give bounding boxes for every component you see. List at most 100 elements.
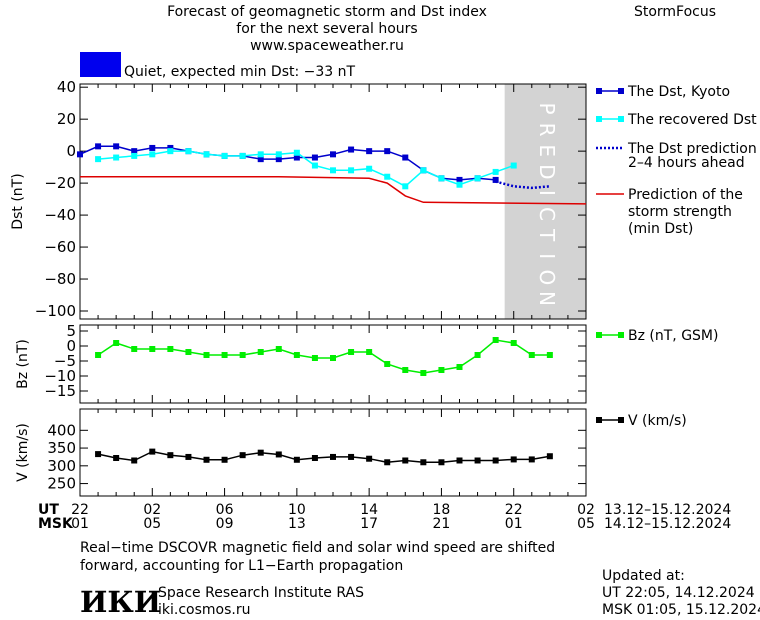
bz-point	[131, 346, 138, 352]
recovered-dst-point	[492, 168, 499, 175]
bz-point	[402, 367, 409, 373]
recovered-dst-point	[420, 167, 427, 174]
footer-note-line-2: forward, accounting for L1−Earth propaga…	[80, 558, 403, 574]
dst-kyoto-point	[384, 148, 391, 155]
recovered-dst-point	[330, 167, 336, 174]
bz-point	[149, 346, 156, 352]
recovered-dst-point	[402, 183, 409, 190]
v-point	[402, 457, 409, 464]
footer-note-line-1: Real−time DSCOVR magnetic field and sola…	[80, 540, 555, 556]
recovered-dst-legend-marker	[596, 116, 602, 122]
legend-strength-line-3: (min Dst)	[628, 221, 693, 237]
v-point	[546, 453, 553, 460]
dst-kyoto-legend-marker	[596, 88, 602, 94]
recovered-dst-point	[221, 152, 228, 159]
updated-ut: UT 22:05, 14.12.2024	[602, 585, 755, 601]
v-point	[510, 456, 517, 463]
dst-kyoto-point	[257, 156, 264, 163]
dst-kyoto-point	[149, 144, 156, 151]
dst-kyoto-point	[402, 154, 409, 161]
v-legend-marker	[618, 417, 624, 423]
y-tick-label: −20	[44, 174, 76, 192]
bz-point	[456, 364, 463, 370]
recovered-dst-point	[239, 152, 246, 159]
bz-point	[348, 349, 355, 355]
institute-site[interactable]: iki.cosmos.ru	[158, 602, 250, 618]
prediction-letter: O	[535, 269, 559, 285]
panel-frame	[79, 324, 587, 404]
y-tick-label: −80	[44, 270, 76, 288]
bz-point	[420, 370, 427, 376]
prediction-band	[504, 84, 586, 319]
recovered-dst-point	[149, 151, 156, 158]
v-point	[221, 456, 228, 463]
bz-legend-marker	[618, 332, 624, 338]
ut-tick-label: 10	[288, 502, 306, 518]
y-tick-label: 350	[47, 439, 76, 457]
recovered-dst-point	[131, 152, 138, 159]
v-point	[95, 451, 102, 458]
v-point	[348, 453, 355, 460]
updated-msk: MSK 01:05, 15.12.2024	[602, 602, 760, 618]
dst-axis-label: Dst (nT)	[10, 173, 26, 229]
dst-kyoto-point	[311, 154, 318, 161]
legend-recovered-label: The recovered Dst	[627, 112, 757, 128]
recovered-dst-point	[456, 181, 463, 188]
iki-logo: ИКИ	[80, 585, 161, 619]
v-legend-marker	[596, 417, 602, 423]
bz-point	[221, 352, 228, 358]
msk-tick-label: 05	[143, 516, 161, 532]
bz-point	[474, 352, 481, 358]
recovered-dst-point	[366, 165, 373, 172]
bz-line	[97, 339, 550, 374]
institute-name: Space Research Institute RAS	[158, 585, 364, 601]
bz-point	[113, 340, 120, 346]
bz-point	[185, 349, 192, 355]
v-axis-label: V (km/s)	[15, 423, 31, 482]
legend: The Dst, Kyoto The recovered Dst The Dst…	[596, 84, 757, 429]
dst-kyoto-point	[366, 148, 373, 155]
v-point	[438, 459, 445, 466]
bz-point	[492, 337, 499, 343]
v-point	[149, 448, 156, 455]
recovered-dst-point	[203, 151, 210, 158]
v-point	[275, 451, 282, 458]
y-tick-label: 5	[66, 322, 76, 340]
bz-point	[293, 352, 300, 358]
legend-dst-kyoto: The Dst, Kyoto	[596, 84, 730, 100]
recovered-dst-point	[275, 151, 282, 158]
v-point	[203, 456, 210, 463]
status-color-swatch	[80, 52, 121, 77]
v-point	[239, 452, 246, 459]
prediction-letter: E	[535, 144, 559, 157]
y-tick-label: −5	[54, 352, 76, 370]
y-tick-label: −10	[44, 367, 76, 385]
v-point	[420, 459, 427, 466]
bz-panel: 50−5−10−15 Bz (nT)	[15, 322, 587, 404]
recovered-dst-point	[293, 149, 300, 156]
y-tick-label: 300	[47, 457, 76, 475]
v-point	[366, 455, 373, 462]
legend-strength-line-2: storm strength	[628, 204, 732, 220]
title-line-1: Forecast of geomagnetic storm and Dst in…	[167, 4, 487, 20]
bz-point	[257, 349, 264, 355]
ut-tick-label: 02	[577, 502, 595, 518]
bz-point	[275, 346, 282, 352]
recovered-dst-point	[438, 175, 445, 182]
y-tick-label: −60	[44, 238, 76, 256]
dst-kyoto-point	[293, 154, 300, 161]
msk-tick-label: 01	[71, 516, 89, 532]
brand-name: StormFocus	[634, 4, 716, 20]
legend-recovered-dst: The recovered Dst	[596, 112, 757, 128]
y-tick-label: −100	[35, 302, 76, 320]
legend-v: V (km/s)	[596, 413, 687, 429]
v-point	[311, 455, 318, 462]
recovered-dst-point	[95, 156, 102, 163]
dst-kyoto-point	[167, 144, 174, 151]
status-label: Quiet, expected min Dst: −33 nT	[124, 64, 356, 80]
legend-bz-label: Bz (nT, GSM)	[628, 328, 718, 344]
msk-tick-label: 01	[505, 516, 523, 532]
recovered-dst-legend-marker	[618, 116, 624, 122]
recovered-dst-point	[384, 173, 391, 180]
